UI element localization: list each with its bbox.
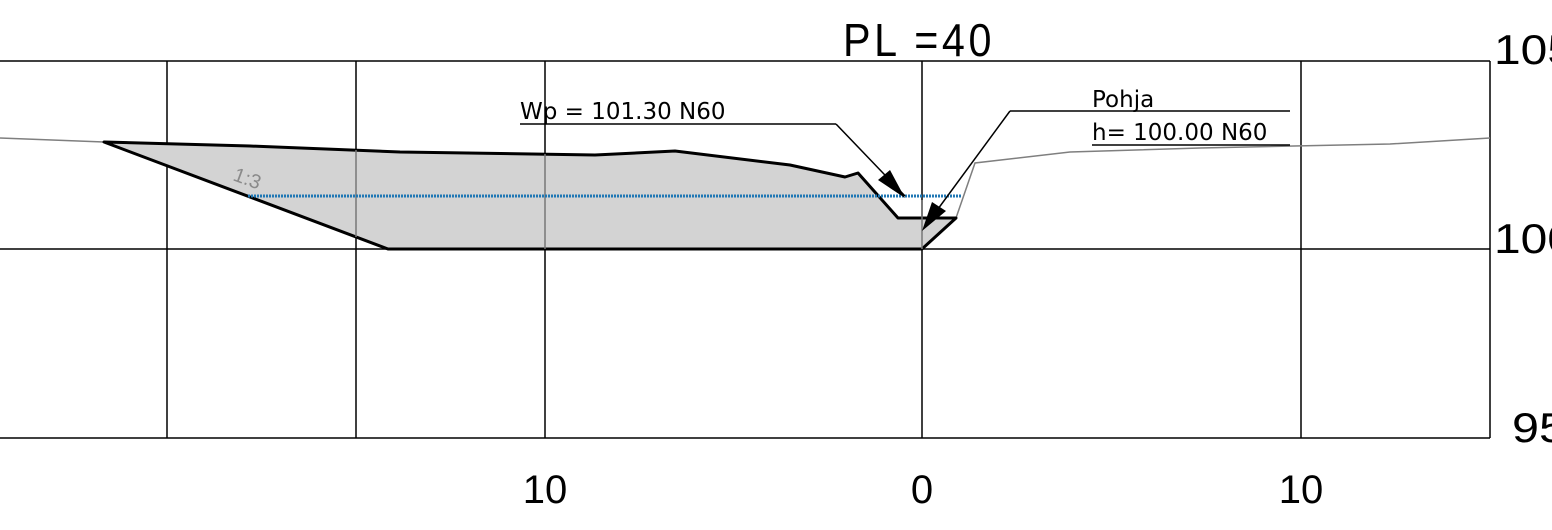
x-tick-0: 0 [911,468,933,512]
water-level-label: Wp = 101.30 N60 [520,99,726,125]
wp-leader-arrow [878,170,905,198]
terrain-left [0,137,105,143]
fill-gridlines [355,150,923,249]
y-tick-95: 95 [1512,404,1552,451]
existing-terrain [0,137,1491,219]
bottom-label-2: h= 100.00 N60 [1092,120,1267,146]
bottom-label-1: Pohja [1092,87,1154,113]
pohja-leader-arrow [922,202,946,231]
x-tick-right-10: 10 [1279,468,1324,512]
y-tick-105: 105 [1494,26,1552,73]
x-tick-left-10: 10 [523,468,568,512]
terrain-right [955,137,1491,219]
section-title: PL =40 [843,14,995,66]
y-tick-100: 100 [1494,215,1552,262]
